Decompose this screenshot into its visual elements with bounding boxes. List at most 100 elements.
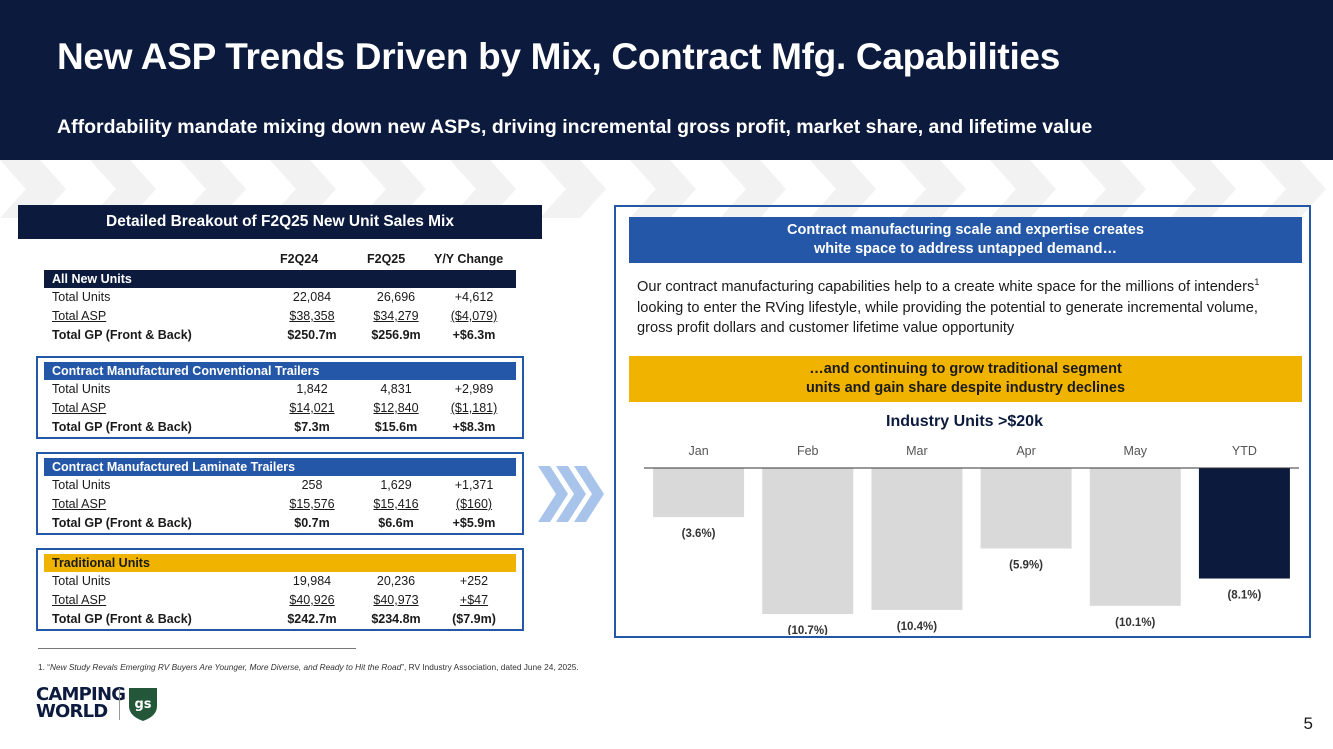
logo-divider [119,688,120,720]
table-row: Total Units 1,842 4,831 +2,989 [44,380,516,399]
cell-change: ($7.9m) [452,612,496,626]
row-label: Total GP (Front & Back) [52,612,192,626]
x-tick-label: Mar [906,444,928,458]
column-header-f2q25: F2Q25 [367,252,406,266]
table-row: Total GP (Front & Back) $0.7m $6.6m +$5.… [44,514,516,533]
logo-line-2: WORLD [36,701,108,722]
cell-change: +1,371 [454,478,494,492]
callout-line-1: …and continuing to grow traditional segm… [809,361,1122,377]
bar-ytd [1198,468,1290,579]
cell-f2q25: $12,840 [373,401,419,415]
page-number: 5 [1303,714,1313,733]
table-row: Total ASP $15,576 $15,416 ($160) [44,495,516,514]
chevron-arrows-icon [538,466,604,522]
row-label: Total Units [52,382,111,396]
section-title: All New Units [44,270,516,288]
row-label: Total ASP [52,309,107,323]
camping-world-logo: CAMPING WORLD [36,684,126,722]
row-label: Total Units [52,290,111,304]
x-tick-label: Feb [797,444,819,458]
cell-change: +$6.3m [452,328,496,342]
row-label: Total ASP [52,593,107,607]
cell-f2q25: $234.8m [371,612,421,626]
cell-f2q25: $15.6m [374,420,418,434]
callout-line-2: white space to address untapped demand… [814,241,1117,257]
bar-feb [762,468,854,614]
x-tick-label: May [1123,444,1147,458]
paragraph-text-1: Our contract manufacturing capabilities … [637,279,1255,295]
table-section-laminate-trailers: Contract Manufactured Laminate Trailers … [36,452,524,535]
table-row: Total ASP $40,926 $40,973 +$47 [44,591,516,610]
bar-apr [980,468,1072,549]
data-label: (10.4%) [897,621,937,633]
table-row: Total Units 258 1,629 +1,371 [44,476,516,495]
bar-mar [871,468,963,610]
table-section-conventional-trailers: Contract Manufactured Conventional Trail… [36,356,524,439]
cell-f2q24: 258 [301,478,323,492]
traditional-segment-callout: …and continuing to grow traditional segm… [629,356,1302,402]
x-tick-label: YTD [1232,444,1257,458]
industry-units-bar-chart: Jan (3.6%) Feb (10.7%) Mar (10.4%) Apr (5.9%) Ma… [644,444,1299,635]
table-row: Total Units 22,084 26,696 +4,612 [44,288,516,307]
footnote-marker: 1 [1254,277,1260,288]
row-label: Total ASP [52,497,107,511]
table-heading: Detailed Breakout of F2Q25 New Unit Sale… [18,205,542,239]
callout-line-2: units and gain share despite industry de… [805,380,1126,396]
cell-f2q24: $38,358 [289,309,335,323]
section-title: Contract Manufactured Conventional Trail… [44,362,516,380]
right-panel: Contract manufacturing scale and experti… [614,205,1311,638]
footnote-suffix: ”, RV Industry Association, dated June 2… [401,662,579,672]
table-column-headers: F2Q24 F2Q25 Y/Y Change [38,252,516,270]
data-label: (3.6%) [682,528,716,540]
footnote-title: New Study Revals Emerging RV Buyers Are … [50,662,402,672]
logo-line-1: CAMPING [36,684,126,705]
footnote-prefix: 1. “ [38,662,50,672]
cell-change: +2,989 [454,382,494,396]
cell-f2q24: 1,842 [296,382,328,396]
cell-f2q25: 4,831 [380,382,412,396]
data-label: (5.9%) [1009,560,1043,572]
row-label: Total GP (Front & Back) [52,420,192,434]
table-row: Total GP (Front & Back) $7.3m $15.6m +$8… [44,418,516,437]
cell-change: +$47 [459,593,489,607]
column-header-f2q24: F2Q24 [280,252,319,266]
title-banner: New ASP Trends Driven by Mix, Contract M… [0,0,1333,160]
paragraph-text-2: looking to enter the RVing lifestyle, wh… [637,299,1258,337]
decorative-chevron-stripes [0,160,1326,218]
cell-f2q24: 19,984 [292,574,332,588]
row-label: Total Units [52,574,111,588]
table-row: Total ASP $14,021 $12,840 ($1,181) [44,399,516,418]
cell-f2q24: $250.7m [287,328,337,342]
row-label: Total GP (Front & Back) [52,516,192,530]
cell-change: +252 [459,574,489,588]
cell-f2q25: 20,236 [376,574,416,588]
cell-f2q25: $15,416 [373,497,419,511]
cell-f2q25: $256.9m [371,328,421,342]
column-header-yy-change: Y/Y Change [434,252,504,266]
good-sam-logo: gs [129,688,157,721]
cell-f2q24: $242.7m [287,612,337,626]
x-tick-label: Apr [1016,444,1035,458]
bar-may [1089,468,1181,606]
cell-change: +4,612 [454,290,494,304]
row-label: Total ASP [52,401,107,415]
cell-change: ($160) [455,497,493,511]
table-section-all-new-units: All New Units Total Units 22,084 26,696 … [36,264,524,347]
cell-f2q25: $6.6m [378,516,414,530]
cell-f2q24: 22,084 [292,290,332,304]
row-label: Total Units [52,478,111,492]
cell-change: +$8.3m [452,420,496,434]
table-row: Total GP (Front & Back) $242.7m $234.8m … [44,610,516,629]
cell-f2q25: $40,973 [373,593,419,607]
chart-title: Industry Units >$20k [886,413,1043,430]
cell-f2q24: $15,576 [289,497,335,511]
cell-change: +$5.9m [452,516,496,530]
row-label: Total GP (Front & Back) [52,328,192,342]
bar-jan [653,468,745,518]
section-title: Traditional Units [44,554,516,572]
footnote: 1. “New Study Revals Emerging RV Buyers … [38,662,579,672]
data-label: (8.1%) [1227,590,1261,602]
cell-change: ($1,181) [450,401,498,415]
footnote-divider [38,648,356,649]
data-label: (10.1%) [1115,617,1155,629]
